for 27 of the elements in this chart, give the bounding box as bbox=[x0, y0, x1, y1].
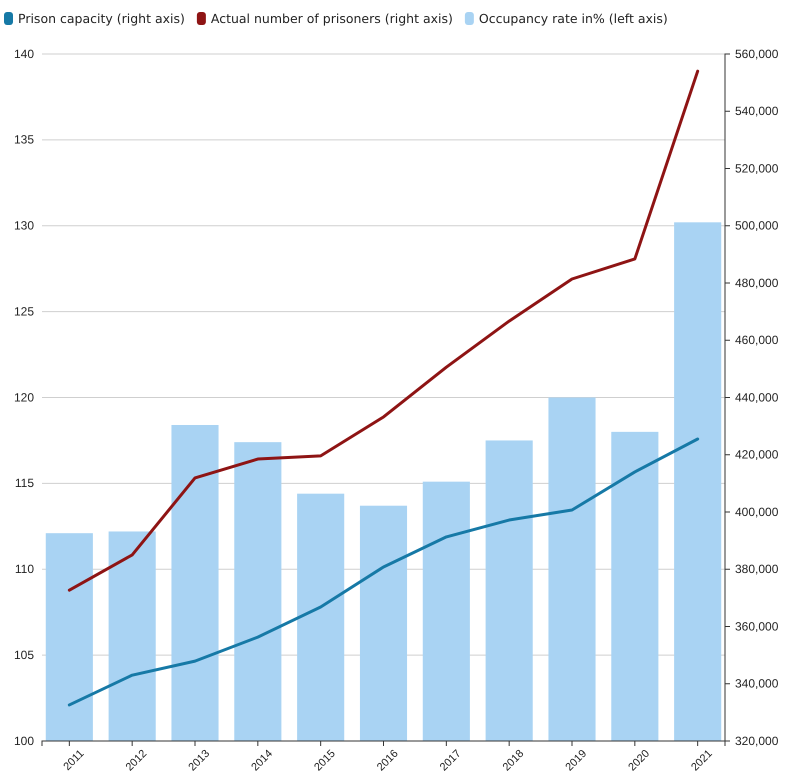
y2-tick-label: 360,000 bbox=[735, 619, 779, 634]
y-tick-label: 125 bbox=[14, 304, 34, 318]
y-tick-label: 115 bbox=[14, 476, 34, 490]
y2-tick-label: 560,000 bbox=[735, 46, 779, 61]
y2-tick-label: 420,000 bbox=[735, 448, 779, 462]
y-tick-label: 135 bbox=[14, 132, 34, 147]
legend-label: Actual number of prisoners (right axis) bbox=[210, 11, 453, 26]
line-series bbox=[68, 438, 700, 706]
y2-tick-label: 500,000 bbox=[735, 218, 779, 233]
y-tick-label: 105 bbox=[14, 648, 34, 662]
y-tick-label: 110 bbox=[14, 562, 34, 576]
y-tick-label: 140 bbox=[14, 46, 34, 61]
y2-tick-label: 320,000 bbox=[735, 734, 779, 748]
y2-tick-label: 480,000 bbox=[735, 276, 779, 290]
y2-tick-label: 520,000 bbox=[735, 161, 779, 176]
legend-label: Prison capacity (right axis) bbox=[18, 11, 185, 26]
y2-tick-label: 340,000 bbox=[735, 676, 779, 691]
y2-tick-label: 440,000 bbox=[735, 390, 779, 404]
y-tick-label: 130 bbox=[14, 218, 34, 233]
y2-tick-label: 400,000 bbox=[735, 504, 779, 519]
line-series bbox=[68, 70, 700, 592]
y-tick-label: 100 bbox=[14, 734, 34, 748]
legend-label: Occupancy rate in% (left axis) bbox=[478, 11, 668, 26]
y2-tick-label: 540,000 bbox=[735, 104, 779, 118]
y-tick-label: 120 bbox=[14, 390, 34, 404]
y2-tick-label: 460,000 bbox=[735, 333, 779, 348]
y2-tick-label: 380,000 bbox=[735, 562, 779, 576]
